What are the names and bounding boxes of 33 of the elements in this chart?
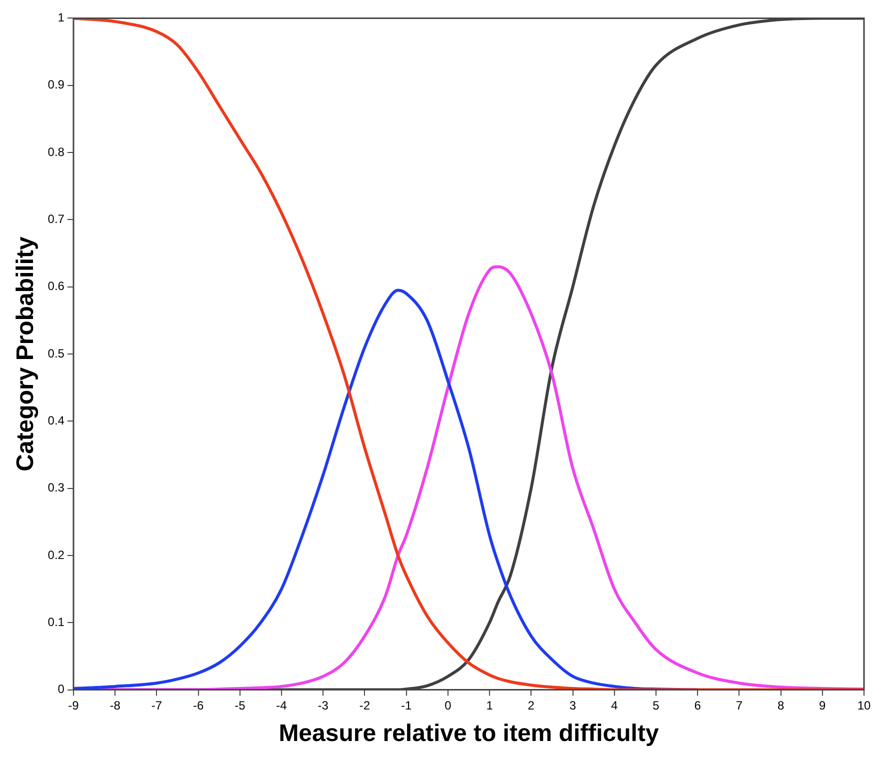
y-tick-label: 0.8 — [48, 144, 65, 159]
y-tick-label: 0.5 — [48, 346, 65, 360]
x-tick-label: -2 — [359, 698, 370, 712]
x-tick-label: -5 — [234, 698, 246, 712]
x-tick-label: -1 — [400, 698, 412, 712]
x-tick-label: 6 — [694, 698, 702, 712]
x-tick-label: 8 — [777, 698, 784, 712]
x-tick-label: 2 — [528, 698, 535, 712]
y-tick-label: 0.7 — [48, 212, 65, 226]
y-axis-title: Category Probability — [12, 236, 40, 472]
y-tick-label: 0.3 — [48, 480, 65, 495]
x-tick-label: 3 — [569, 698, 576, 712]
x-tick-label: -3 — [318, 698, 329, 712]
x-tick-label: 7 — [736, 698, 743, 712]
x-tick-label: -4 — [276, 698, 288, 712]
x-tick-label: 1 — [486, 698, 494, 712]
x-tick-label: -9 — [68, 698, 80, 712]
y-tick-label: 0.1 — [48, 614, 65, 629]
x-tick-label: 0 — [444, 698, 452, 712]
x-tick-label: -8 — [110, 698, 121, 712]
x-tick-label: 4 — [611, 698, 618, 712]
x-tick-label: 10 — [857, 698, 871, 712]
x-tick-label: 5 — [652, 698, 660, 712]
y-tick-label: 0 — [58, 682, 65, 696]
y-tick-label: 1 — [58, 10, 65, 25]
x-tick-label: -6 — [192, 698, 204, 712]
y-tick-label: 0.9 — [48, 78, 65, 92]
x-axis-title: Measure relative to item difficulty — [278, 720, 660, 748]
x-tick-label: 9 — [819, 698, 826, 712]
y-tick-label: 0.6 — [48, 279, 65, 294]
y-tick-label: 0.2 — [48, 548, 65, 562]
y-tick-label: 0.4 — [48, 413, 65, 428]
x-tick-label: -7 — [151, 698, 162, 712]
